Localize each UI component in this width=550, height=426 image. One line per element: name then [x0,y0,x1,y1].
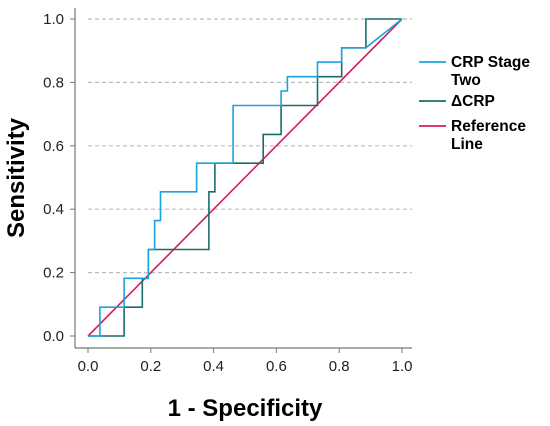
y-tick-label: 0.2 [43,265,64,282]
x-tick-label: 0.6 [266,358,287,375]
tick-labels: 0.0 0.2 0.4 0.6 0.8 1.0 0.0 0.2 0.4 0.6 0.8 1.0 [43,11,412,375]
y-tick-label: 1.0 [43,11,64,28]
grid-lines [88,18,412,274]
x-tick-label: 0.8 [329,358,350,375]
y-axis-title: Sensitivity [3,117,30,238]
axes [70,8,412,353]
x-axis-title: 1 - Specificity [168,395,323,422]
legend-label-0: Two [451,72,481,89]
series-line-0 [88,18,403,337]
series-line-2 [87,18,403,337]
series-group [87,18,403,337]
x-tick-label: 0.0 [78,358,99,375]
legend-label-0: CRP Stage [451,54,530,71]
x-tick-label: 1.0 [392,358,413,375]
y-tick-label: 0.0 [43,328,64,345]
legend-label-1: ΔCRP [451,93,495,110]
legend-label-2: Reference [451,118,526,135]
legend-label-2: Line [451,136,483,153]
x-tick-label: 0.4 [203,358,224,375]
y-tick-label: 0.8 [43,74,64,91]
y-tick-label: 0.6 [43,138,64,155]
y-tick-label: 0.4 [43,201,64,218]
x-tick-label: 0.2 [140,358,161,375]
